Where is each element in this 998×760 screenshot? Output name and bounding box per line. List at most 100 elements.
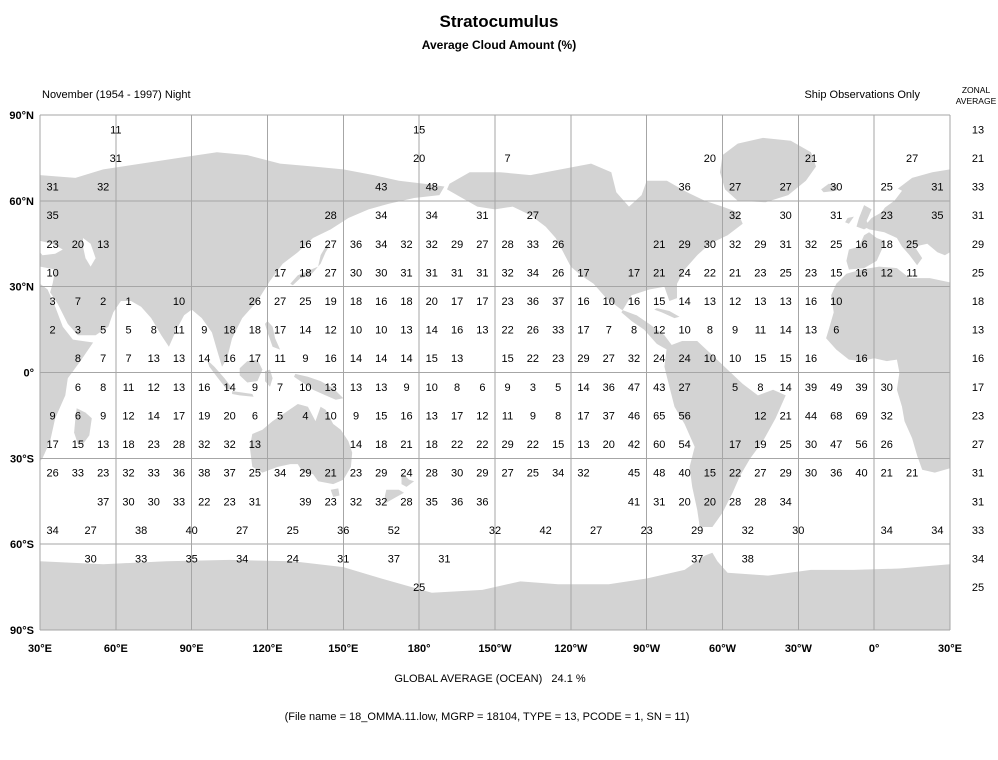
cell-value: 14 [350,439,362,451]
cell-value: 17 [577,325,589,337]
cell-value: 29 [678,239,690,251]
cell-value: 44 [805,410,817,422]
zonal-average-header-line1: ZONAL [962,85,991,95]
landmass [846,232,885,270]
zonal-average-value: 16 [972,353,984,365]
period-label: November (1954 - 1997) Night [42,89,191,101]
zonal-average-value: 34 [972,554,984,566]
cell-value: 20 [426,296,438,308]
cell-value: 34 [426,210,438,222]
cell-value: 17 [476,296,488,308]
cell-value: 32 [350,496,362,508]
cell-value: 11 [110,124,121,136]
cell-value: 31 [830,210,842,222]
zonal-average-value: 27 [972,439,984,451]
cell-value: 40 [186,525,198,537]
global-average-label: GLOBAL AVERAGE (OCEAN) 24.1 % [394,673,586,685]
cell-value: 27 [501,468,513,480]
cell-value: 37 [603,410,615,422]
cell-value: 31 [249,496,261,508]
cell-value: 23 [148,439,160,451]
cell-value: 3 [530,382,536,394]
cell-value: 65 [653,410,665,422]
cell-value: 13 [780,296,792,308]
latitude-tick-label: 60°N [9,196,34,208]
cell-value: 56 [855,439,867,451]
cell-value: 30 [451,468,463,480]
cell-value: 33 [135,554,147,566]
axis-labels: 30°E 60°E 90°E 120°E 150°E 180° 150°W 120°W 90°W… [9,110,962,655]
cell-value: 15 [375,410,387,422]
cell-value: 28 [325,210,337,222]
cell-value: 38 [198,468,210,480]
cell-value: 15 [754,353,766,365]
cell-value: 32 [577,468,589,480]
cell-value: 20 [603,439,615,451]
cell-value: 15 [426,353,438,365]
cell-value: 18 [122,439,134,451]
cell-value: 37 [97,496,109,508]
zonal-average-value: 31 [972,496,984,508]
cell-value: 37 [388,554,400,566]
cell-value: 25 [780,267,792,279]
cell-value: 14 [299,325,311,337]
cell-value: 48 [653,468,665,480]
cell-value: 30 [350,267,362,279]
cell-value: 27 [274,296,286,308]
cell-value: 5 [555,382,561,394]
cell-value: 26 [527,325,539,337]
cell-value: 34 [527,267,539,279]
landmass [206,359,233,390]
cell-value: 11 [755,325,766,337]
cell-value: 18 [223,325,235,337]
cell-value: 10 [173,296,185,308]
cell-value: 18 [299,267,311,279]
cell-value: 36 [173,468,185,480]
cell-value: 13 [375,382,387,394]
cell-value: 15 [653,296,665,308]
landmass [447,163,743,350]
cell-value: 27 [325,267,337,279]
cell-value: 54 [678,439,690,451]
cell-value: 13 [97,239,109,251]
cell-value: 36 [476,496,488,508]
cell-value: 27 [729,182,741,194]
cell-value: 29 [577,353,589,365]
zonal-average-value: 25 [972,267,984,279]
cell-value: 29 [754,239,766,251]
cell-value: 14 [375,353,387,365]
cell-value: 21 [653,239,665,251]
cell-value: 36 [678,182,690,194]
cell-value: 31 [400,267,412,279]
cell-value: 20 [704,153,716,165]
cell-value: 8 [100,382,106,394]
cell-value: 12 [653,325,665,337]
cell-value: 27 [325,239,337,251]
cell-value: 14 [780,382,792,394]
cell-value: 29 [299,468,311,480]
cell-value: 19 [198,410,210,422]
cell-value: 41 [628,496,640,508]
cell-value: 13 [451,353,463,365]
cell-value: 23 [805,267,817,279]
cell-value: 39 [805,382,817,394]
cell-value: 10 [375,325,387,337]
cell-value: 36 [830,468,842,480]
cell-value: 28 [501,239,513,251]
cell-value: 10 [46,267,58,279]
cell-value: 17 [729,439,741,451]
cell-value: 36 [451,496,463,508]
cell-value: 18 [426,439,438,451]
cell-value: 16 [628,296,640,308]
cell-value: 20 [704,496,716,508]
cell-value: 13 [148,353,160,365]
cell-value: 13 [350,382,362,394]
source-label: Ship Observations Only [804,89,920,101]
cell-value: 13 [805,325,817,337]
cell-value: 42 [628,439,640,451]
cell-value: 17 [577,267,589,279]
cell-value: 16 [855,353,867,365]
cell-value: 22 [527,439,539,451]
cell-value: 19 [754,439,766,451]
cell-value: 33 [173,496,185,508]
